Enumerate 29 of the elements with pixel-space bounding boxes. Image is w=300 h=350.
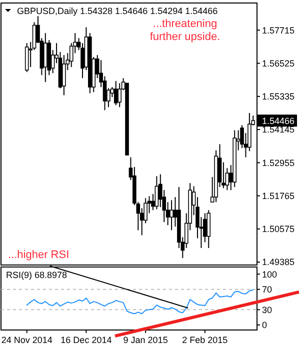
line-series xyxy=(26,289,254,314)
y-tick-label: 1.55335 xyxy=(262,92,295,102)
y-tick-label: 1.57715 xyxy=(262,25,295,36)
y-tick-label: 1.54145 xyxy=(262,124,295,135)
chart-title: GBPUSD,Daily 1.54328 1.54646 1.54294 1.54466 xyxy=(17,6,218,16)
x-tick-label: 9 Jan 2015 xyxy=(123,335,168,345)
y-tick-label: 70 xyxy=(262,284,272,295)
candlestick xyxy=(114,80,118,106)
y-tick-label: 1.51765 xyxy=(262,190,295,201)
y-tick-label: 0 xyxy=(262,320,268,330)
x-tick-label: 16 Dec 2014 xyxy=(60,335,112,345)
candlestick xyxy=(44,32,48,83)
y-tick-label: 1.52955 xyxy=(262,158,295,168)
x-tick-label: 24 Nov 2014 xyxy=(1,335,52,345)
y-tick-label: 30 xyxy=(262,304,272,315)
candlestick xyxy=(170,200,174,231)
y-tick-label: 1.50575 xyxy=(262,224,295,234)
y-tick-label: 1.56525 xyxy=(262,58,295,68)
x-tick-label: 2 Feb 2015 xyxy=(182,335,228,345)
y-tick-label: 100 xyxy=(262,269,278,280)
y-tick-label: 1.49385 xyxy=(262,257,295,268)
annotation: ...higher RSI xyxy=(8,249,70,261)
chart-title: RSI(9) 68.8978 xyxy=(6,270,68,280)
candlestick xyxy=(206,210,211,249)
annotation: ...threatening further upside. xyxy=(150,18,220,43)
candlestick xyxy=(154,176,159,210)
candlestick xyxy=(62,54,66,96)
candlestick xyxy=(24,42,29,73)
annotation: 1.54466 xyxy=(262,116,295,126)
